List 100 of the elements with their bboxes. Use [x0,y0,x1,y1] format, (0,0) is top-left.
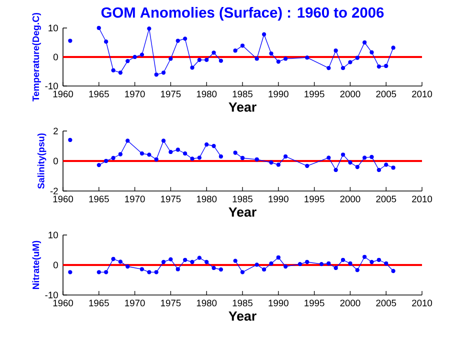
point [190,66,194,70]
point [197,256,202,260]
x-tick-label: 1975 [161,90,181,98]
point [204,58,209,62]
point [284,56,288,61]
point [340,152,346,157]
point [319,262,324,266]
point [176,38,180,43]
point [233,150,238,155]
point [384,64,388,68]
point [348,261,352,266]
x-axis-title: Year [228,207,256,217]
point [212,50,216,55]
point [334,266,338,270]
point [111,156,116,160]
point [355,164,360,170]
x-tick-label: 1970 [125,196,145,202]
point [305,56,310,60]
point [340,258,346,262]
point [348,160,352,165]
point [68,138,72,142]
point [126,264,130,269]
point [269,51,274,56]
y-tick-label: -10 [45,82,58,90]
point [126,58,130,64]
x-tick-label: 1965 [89,196,109,202]
point [376,64,381,69]
point [218,267,224,272]
x-tick-label: 1960 [53,300,74,306]
point [348,60,352,64]
point [334,168,338,172]
point [182,258,188,262]
point [276,162,280,167]
point [305,164,310,168]
point [326,261,331,266]
x-tick-label: 1985 [232,196,252,202]
point [218,154,224,159]
point [298,262,302,266]
point [147,152,152,157]
x-axis-title: Year [228,311,256,321]
point [161,70,166,75]
x-tick-label: 1975 [161,196,181,202]
point [154,270,158,274]
point [176,267,180,272]
point [340,66,346,70]
point [111,256,116,262]
point [140,151,144,156]
chart-title: GOM Anomolies (Surface) : 1960 to 2006 [101,6,384,21]
point [104,40,108,44]
point [140,52,144,57]
x-tick-label: 2005 [376,196,396,202]
point [204,142,209,147]
point [96,162,101,168]
point [262,32,266,36]
x-tick-label: 1970 [125,300,145,306]
x-tick-label: 1960 [53,196,74,202]
point [305,260,310,264]
x-tick-label: 2005 [376,90,396,98]
point [168,150,173,154]
x-tick-label: 1990 [268,196,288,202]
point [326,156,331,160]
x-tick-label: 1965 [89,300,109,306]
point [118,152,123,156]
point [154,72,158,77]
x-tick-label: 2000 [340,196,360,202]
x-tick-label: 1975 [161,300,181,306]
point [355,268,360,272]
y-tick-label: 0 [53,262,58,268]
point [154,157,158,162]
point [118,70,123,75]
point [276,60,280,64]
point [104,158,108,164]
point [362,156,367,160]
point [362,40,367,45]
point [161,260,166,264]
point [197,156,202,160]
x-tick-label: 2000 [340,300,360,306]
x-tick-label: 2005 [376,300,396,306]
y-axis-title: Temperature(Deg.C) [32,12,41,102]
x-tick-label: 2000 [340,90,360,98]
point [391,268,396,274]
point [233,258,238,263]
point [284,154,288,159]
point [68,38,72,43]
x-tick-label: 1985 [232,90,252,98]
point [168,56,173,61]
x-tick-label: 1990 [268,300,288,306]
y-tick-label: 2 [54,128,58,134]
y-tick-label: 0 [53,54,58,60]
point [240,270,245,274]
point [355,56,360,60]
y-axis-title: Nitrate(uM) [32,240,41,289]
point [96,26,101,30]
x-tick-label: 1995 [304,196,324,202]
point [218,58,224,63]
point [334,48,338,53]
point [96,270,101,274]
x-tick-label: 2010 [412,196,432,202]
y-tick-label: -10 [45,292,58,298]
y-tick-label: 0 [53,158,58,164]
